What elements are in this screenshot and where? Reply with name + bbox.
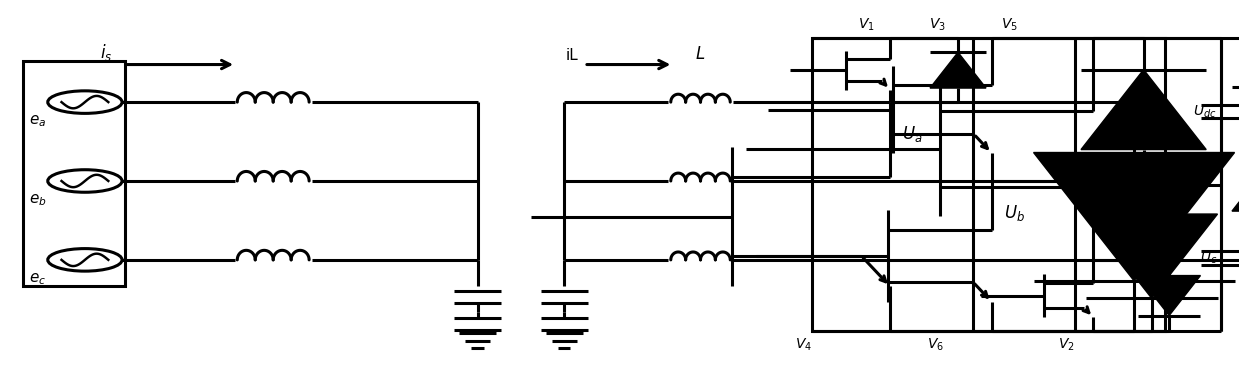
Text: $e_b$: $e_b$ bbox=[30, 192, 47, 208]
Polygon shape bbox=[1034, 153, 1235, 281]
Text: iL: iL bbox=[565, 48, 578, 63]
Polygon shape bbox=[930, 52, 986, 88]
Text: $V_6$: $V_6$ bbox=[926, 337, 944, 353]
Polygon shape bbox=[1081, 70, 1207, 150]
Text: $V_2$: $V_2$ bbox=[1058, 337, 1075, 353]
Bar bbox=[24, 61, 124, 286]
Text: $L$: $L$ bbox=[696, 44, 706, 63]
Text: $e_a$: $e_a$ bbox=[30, 113, 46, 129]
Text: $U_c$: $U_c$ bbox=[1199, 250, 1216, 266]
Text: $U_b$: $U_b$ bbox=[1004, 203, 1025, 223]
Text: $V_4$: $V_4$ bbox=[795, 337, 812, 353]
Polygon shape bbox=[1233, 87, 1240, 211]
Polygon shape bbox=[1138, 276, 1200, 316]
Text: $i_s$: $i_s$ bbox=[99, 42, 112, 63]
Bar bbox=[812, 38, 1166, 331]
Text: $U_a$: $U_a$ bbox=[903, 124, 923, 144]
Polygon shape bbox=[1086, 214, 1218, 298]
Text: $e_c$: $e_c$ bbox=[30, 271, 46, 287]
Text: $V_5$: $V_5$ bbox=[1002, 16, 1018, 33]
Text: $V_3$: $V_3$ bbox=[930, 16, 946, 33]
Text: $V_1$: $V_1$ bbox=[858, 16, 874, 33]
Text: $U_{dc}$: $U_{dc}$ bbox=[1193, 103, 1216, 120]
